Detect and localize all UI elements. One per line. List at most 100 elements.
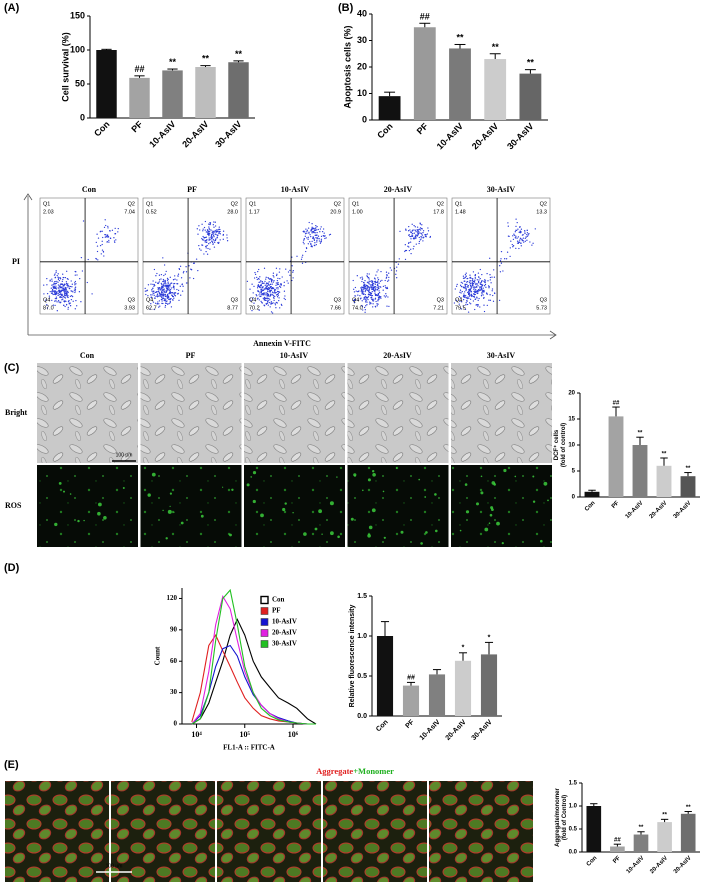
event-dot — [518, 241, 520, 243]
x-tick-label: 20-AsIV — [649, 855, 669, 875]
event-dot — [67, 306, 69, 309]
jc1-image — [323, 781, 427, 882]
event-dot — [62, 276, 64, 279]
significance: ** — [639, 825, 644, 831]
event-dot — [206, 253, 209, 255]
y-tick-label: 5 — [572, 469, 576, 475]
event-dot — [476, 286, 478, 288]
event-dot — [117, 227, 119, 230]
event-dot — [204, 220, 207, 223]
event-dot — [531, 244, 533, 246]
event-dot — [48, 297, 51, 299]
fluorescent-spot — [252, 471, 257, 475]
event-dot — [266, 301, 269, 303]
event-dot — [306, 237, 308, 239]
event-dot — [258, 268, 260, 271]
event-dot — [477, 281, 480, 284]
event-dot — [409, 229, 411, 231]
event-dot — [458, 303, 460, 305]
event-dot — [178, 299, 180, 302]
event-dot — [169, 290, 171, 293]
event-dot — [275, 294, 278, 296]
quadrant-name: Q3 — [437, 297, 444, 303]
arrow-head — [23, 193, 33, 201]
event-dot — [477, 285, 479, 287]
event-dot — [366, 297, 368, 299]
event-dot — [102, 251, 105, 253]
event-dot — [404, 250, 406, 253]
event-dot — [212, 234, 215, 237]
event-dot — [380, 295, 382, 298]
event-dot — [109, 230, 111, 232]
event-dot — [251, 283, 253, 285]
event-dot — [479, 277, 481, 280]
event-dot — [69, 285, 72, 288]
bar — [195, 67, 216, 118]
event-dot — [526, 239, 528, 241]
event-dot — [364, 293, 366, 296]
fluorescent-spot — [321, 533, 323, 535]
event-dot — [472, 295, 475, 298]
y-tick-label: 0.5 — [357, 673, 367, 680]
event-dot — [177, 283, 179, 285]
fluorescent-spot — [292, 512, 294, 514]
event-dot — [520, 242, 522, 244]
fluorescent-spot — [547, 499, 549, 502]
event-dot — [152, 292, 154, 294]
event-dot — [416, 226, 419, 228]
event-dot — [363, 288, 365, 291]
event-dot — [411, 232, 414, 235]
event-dot — [162, 286, 164, 289]
event-dot — [215, 238, 217, 240]
event-dot — [265, 278, 267, 280]
event-dot — [372, 300, 375, 302]
event-dot — [156, 302, 159, 305]
event-dot — [459, 284, 462, 286]
bright-image — [347, 363, 449, 463]
event-dot — [74, 274, 76, 276]
quadrant-value: 5.73 — [536, 305, 547, 311]
event-dot — [469, 274, 471, 276]
fluorescent-spot — [284, 502, 287, 505]
fluorescent-spot — [98, 502, 102, 507]
event-dot — [278, 299, 280, 302]
event-dot — [399, 230, 401, 233]
event-dot — [369, 303, 371, 305]
event-dot — [163, 294, 165, 297]
jc1-image — [429, 781, 533, 882]
event-dot — [64, 296, 66, 298]
event-dot — [71, 290, 73, 292]
event-dot — [160, 294, 162, 296]
event-dot — [468, 288, 470, 291]
event-dot — [169, 283, 171, 285]
event-dot — [465, 296, 467, 299]
event-dot — [151, 288, 153, 291]
event-dot — [408, 234, 410, 236]
event-dot — [376, 294, 378, 296]
event-dot — [319, 242, 322, 244]
event-dot — [371, 290, 373, 293]
fluorescent-spot — [362, 489, 364, 492]
event-dot — [413, 237, 415, 239]
event-dot — [270, 293, 272, 295]
plot-title: 30-AsIV — [487, 185, 516, 194]
event-dot — [271, 287, 273, 289]
event-dot — [473, 283, 475, 285]
event-dot — [162, 292, 164, 294]
event-dot — [467, 277, 469, 280]
event-dot — [268, 297, 270, 300]
event-dot — [163, 290, 165, 292]
event-dot — [465, 289, 467, 291]
event-dot — [46, 292, 49, 295]
event-dot — [371, 286, 373, 288]
significance: ## — [407, 674, 415, 681]
bright-image — [37, 363, 138, 463]
quadrant-value: 87.0 — [43, 305, 54, 311]
event-dot — [461, 301, 463, 303]
event-dot — [278, 297, 280, 299]
event-dot — [313, 239, 316, 242]
event-dot — [520, 228, 523, 230]
event-dot — [249, 298, 251, 300]
